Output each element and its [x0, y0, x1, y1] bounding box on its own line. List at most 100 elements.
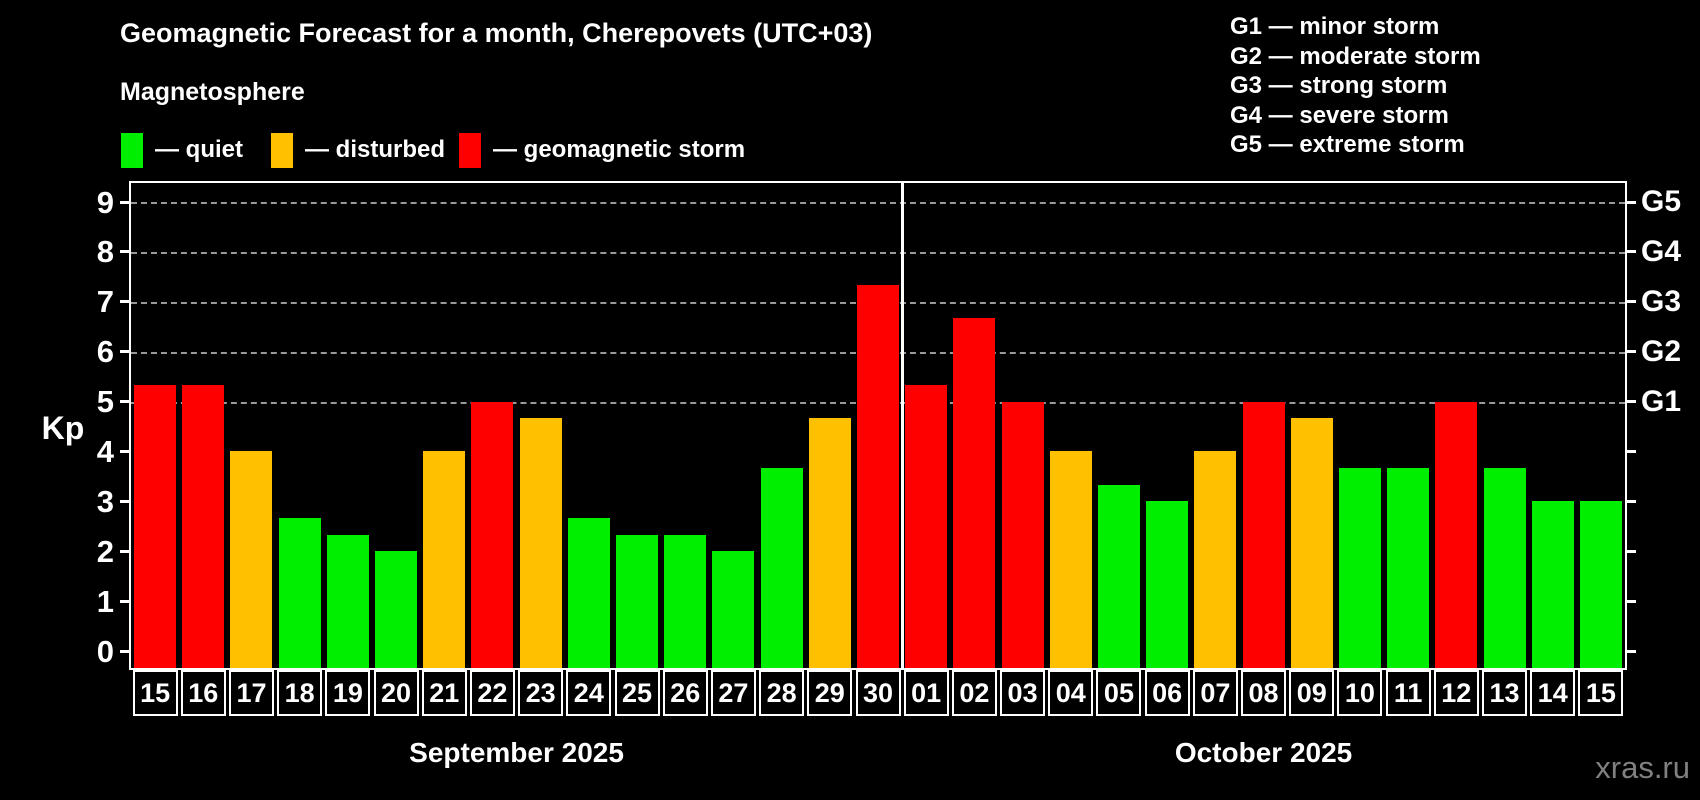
- g-scale-legend: G1 — minor storm G2 — moderate storm G3 …: [1230, 12, 1481, 160]
- storm-swatch-icon: [459, 132, 481, 168]
- date-box-9: 24: [566, 670, 612, 716]
- date-box-27: 12: [1433, 670, 1479, 716]
- kp-bar-13: [1483, 467, 1526, 668]
- date-box-16: 01: [903, 670, 949, 716]
- g1-legend-line: G1 — minor storm: [1230, 13, 1440, 40]
- y-axis-label-2: 2: [96, 533, 114, 569]
- y-axis-label-8: 8: [96, 234, 114, 270]
- quiet-swatch-icon: [121, 132, 143, 168]
- watermark: xras.ru: [1595, 750, 1690, 785]
- kp-bar-15: [1579, 501, 1622, 668]
- left-tick-0: [120, 649, 129, 653]
- legend-item-disturbed: — disturbed: [271, 132, 445, 168]
- date-box-18: 03: [1000, 670, 1046, 716]
- date-box-28: 13: [1482, 670, 1528, 716]
- kp-bar-10: [1338, 467, 1381, 668]
- right-tick-6: [1627, 350, 1636, 354]
- y-axis-label-3: 3: [96, 483, 114, 519]
- left-tick-2: [120, 549, 129, 553]
- right-axis-label-g2: G2: [1641, 334, 1682, 368]
- y-axis-label-9: 9: [96, 184, 114, 220]
- kp-bar-03: [1001, 401, 1044, 668]
- date-box-24: 09: [1289, 670, 1335, 716]
- kp-bar-23: [519, 418, 562, 668]
- gridline-kp8: [131, 251, 1625, 254]
- left-tick-4: [120, 449, 129, 453]
- kp-bar-25: [616, 534, 659, 668]
- kp-bar-04: [1049, 451, 1092, 668]
- legend-label-storm: — geomagnetic storm: [493, 136, 746, 163]
- date-box-25: 10: [1337, 670, 1383, 716]
- kp-bar-18: [278, 517, 321, 668]
- date-box-29: 14: [1530, 670, 1576, 716]
- kp-bar-19: [326, 534, 369, 668]
- kp-bar-15: [134, 385, 177, 668]
- kp-bar-11: [1387, 467, 1430, 668]
- gridline-kp9: [131, 202, 1625, 204]
- right-tick-2: [1627, 549, 1636, 553]
- g2-legend-line: G2 — moderate storm: [1230, 42, 1481, 70]
- right-axis-label-g3: G3: [1641, 284, 1682, 318]
- kp-bar-24: [567, 517, 610, 668]
- kp-bar-22: [471, 401, 514, 668]
- date-box-5: 20: [373, 670, 419, 716]
- kp-bar-26: [664, 534, 707, 668]
- y-axis-label-4: 4: [96, 433, 114, 469]
- date-box-20: 05: [1096, 670, 1142, 716]
- kp-bar-02: [953, 318, 996, 668]
- kp-bar-07: [1194, 451, 1237, 668]
- kp-bar-08: [1242, 401, 1285, 668]
- g3-legend-line: G3 — strong storm: [1230, 72, 1448, 99]
- kp-bar-05: [1097, 484, 1140, 668]
- left-tick-6: [120, 350, 129, 354]
- left-tick-8: [120, 250, 129, 254]
- date-box-1: 16: [180, 670, 226, 716]
- date-box-8: 23: [518, 670, 564, 716]
- kp-bar-14: [1531, 501, 1574, 668]
- right-tick-8: [1627, 250, 1636, 254]
- legend-label-quiet: — quiet: [155, 136, 243, 163]
- y-axis-label-1: 1: [96, 583, 114, 619]
- date-box-12: 27: [710, 670, 756, 716]
- kp-bar-27: [712, 551, 755, 668]
- left-tick-7: [120, 300, 129, 304]
- date-box-11: 26: [662, 670, 708, 716]
- kp-bar-20: [375, 551, 418, 668]
- date-box-6: 21: [421, 670, 467, 716]
- date-box-15: 30: [855, 670, 901, 716]
- date-box-4: 19: [325, 670, 371, 716]
- kp-bar-09: [1290, 418, 1333, 668]
- date-box-2: 17: [228, 670, 274, 716]
- month-label-1: October 2025: [1174, 737, 1353, 768]
- y-axis-title: Kp: [41, 410, 85, 446]
- left-tick-9: [120, 200, 129, 204]
- left-tick-5: [120, 400, 129, 404]
- date-box-21: 06: [1144, 670, 1190, 716]
- right-tick-3: [1627, 499, 1636, 503]
- kp-bar-16: [182, 385, 225, 668]
- date-box-30: 15: [1578, 670, 1624, 716]
- date-box-17: 02: [951, 670, 997, 716]
- right-tick-7: [1627, 300, 1636, 304]
- left-tick-3: [120, 499, 129, 503]
- date-box-14: 29: [807, 670, 853, 716]
- g4-legend-line: G4 — severe storm: [1230, 101, 1449, 129]
- y-axis-label-0: 0: [96, 633, 114, 669]
- kp-bar-30: [857, 285, 899, 668]
- month-label-0: September 2025: [409, 737, 624, 768]
- right-axis-label-g5: G5: [1641, 185, 1682, 218]
- right-tick-4: [1627, 449, 1636, 453]
- legend-item-quiet: — quiet: [121, 132, 243, 168]
- disturbed-swatch-icon: [271, 132, 293, 168]
- kp-bar-29: [808, 418, 851, 668]
- kp-bar-17: [230, 451, 273, 668]
- date-box-7: 22: [469, 670, 515, 716]
- magnetosphere-label: Magnetosphere: [120, 78, 305, 106]
- plot-area: [129, 181, 1627, 670]
- kp-bar-28: [760, 467, 803, 668]
- month-separator-line: [900, 183, 904, 668]
- right-tick-9: [1627, 200, 1636, 204]
- right-axis-label-g1: G1: [1641, 384, 1682, 418]
- page-title: Geomagnetic Forecast for a month, Cherep…: [120, 18, 873, 48]
